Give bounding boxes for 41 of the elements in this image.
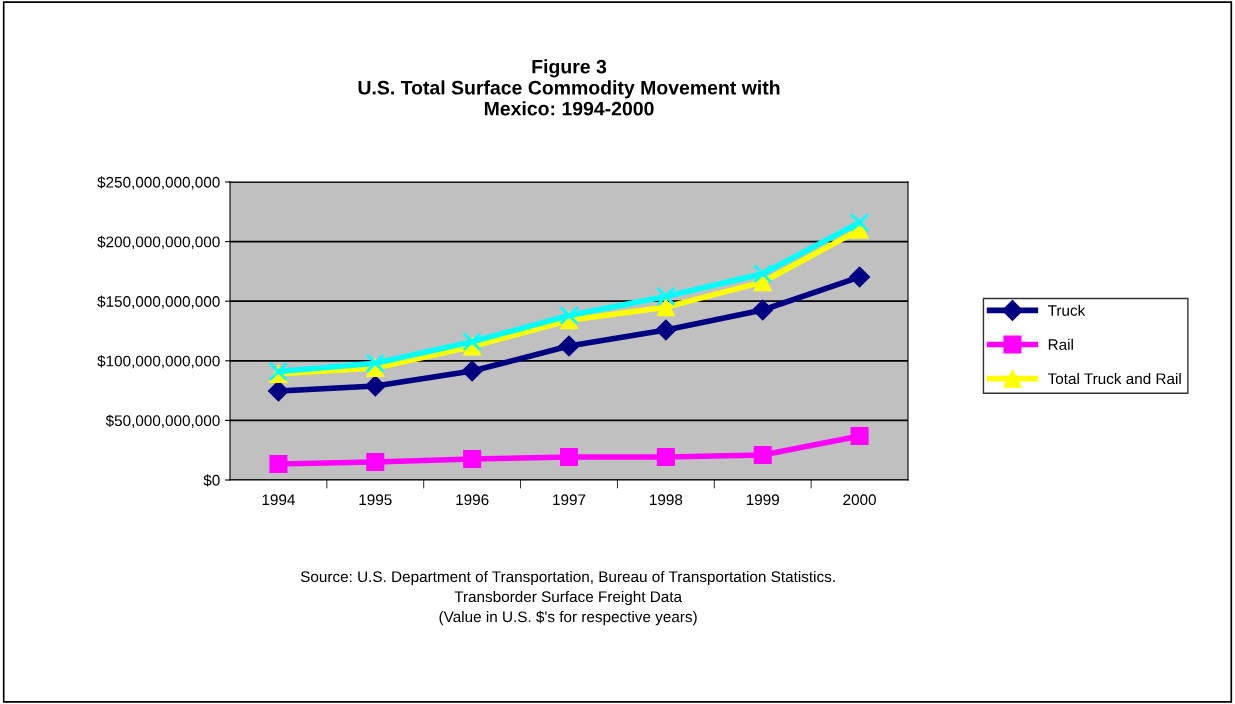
y-tick-label: $200,000,000,000 xyxy=(97,235,220,250)
point xyxy=(559,447,579,467)
point xyxy=(558,335,580,357)
point xyxy=(365,353,386,373)
y-tick-label: $50,000,000,000 xyxy=(105,414,220,428)
x-tick-label: 1996 xyxy=(456,494,489,506)
point xyxy=(269,454,288,474)
legend-label: Rail xyxy=(1048,338,1073,350)
point xyxy=(461,360,483,382)
point xyxy=(752,299,774,321)
x-tick-label: 1994 xyxy=(262,494,295,506)
point xyxy=(655,319,677,341)
point xyxy=(656,298,675,317)
legend-label: Truck xyxy=(1047,304,1086,316)
x-tick-label: 1999 xyxy=(746,494,779,506)
point xyxy=(656,286,676,307)
text: (Value in U.S. $'s for respective years) xyxy=(439,610,697,626)
point xyxy=(656,447,675,467)
point xyxy=(850,426,869,446)
point xyxy=(463,449,482,469)
y-tick-label: $100,000,000,000 xyxy=(97,355,220,369)
text: Transborder Surface Freight Data xyxy=(454,590,683,606)
source-note: Source: U.S. Department of Transportation, Bureau of Transportation Statistics. xyxy=(300,570,835,586)
point xyxy=(849,212,870,233)
point xyxy=(366,452,385,472)
legend-label: Total Truck and Rail xyxy=(1047,372,1181,385)
x-tick-label: 1997 xyxy=(553,494,586,506)
x-tick-label: 1998 xyxy=(650,494,683,506)
x-tick-label: 2000 xyxy=(843,494,876,506)
point xyxy=(753,445,772,464)
y-tick-label: $150,000,000,000 xyxy=(97,295,220,309)
point xyxy=(267,380,289,402)
point xyxy=(752,264,773,284)
y-tick-label: $250,000,000,000 xyxy=(97,176,220,190)
chart-title: Figure 3 U.S. Total Surface Commodity Movement with Mexico: 1994-2000 xyxy=(358,59,780,116)
point xyxy=(462,332,482,352)
point xyxy=(849,266,871,288)
y-tick-label: $0 xyxy=(203,474,220,487)
point xyxy=(364,375,386,397)
x-tick-label: 1995 xyxy=(359,494,392,506)
point xyxy=(559,305,579,326)
